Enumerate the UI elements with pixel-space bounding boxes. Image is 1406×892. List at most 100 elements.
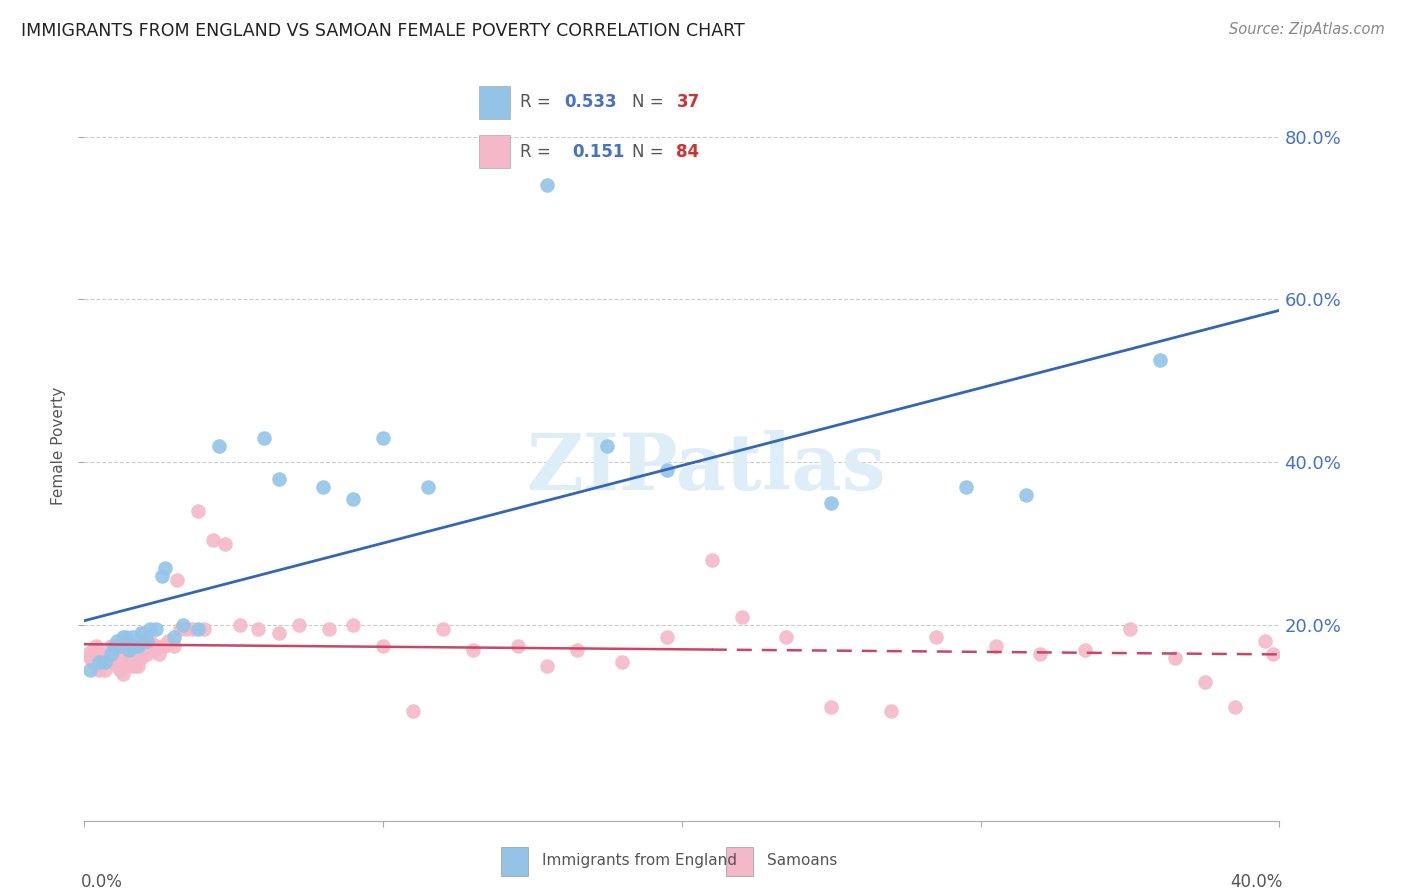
Point [342,618,364,632]
Point [79,663,101,677]
Point [172,618,194,632]
Point [373,639,395,653]
Point [115,655,138,669]
Point [97,655,120,669]
Point [318,622,340,636]
Point [129,650,152,665]
Point [955,480,977,494]
Point [655,631,678,645]
Point [139,634,162,648]
Point [655,463,678,477]
Point [121,647,143,661]
Text: N =: N = [633,143,669,161]
FancyBboxPatch shape [725,847,754,876]
Point [288,618,311,632]
Point [246,622,269,636]
Point [506,639,529,653]
Text: R =: R = [520,94,557,112]
Point [82,642,104,657]
Point [100,639,122,653]
Point [416,480,439,494]
Point [127,659,149,673]
Point [94,650,117,665]
Point [91,647,114,661]
Point [700,553,723,567]
Point [110,639,132,653]
Point [157,634,180,648]
Point [132,639,156,653]
Point [112,631,135,645]
Point [181,622,204,636]
Point [94,655,117,669]
Point [1194,675,1216,690]
Text: IMMIGRANTS FROM ENGLAND VS SAMOAN FEMALE POVERTY CORRELATION CHART: IMMIGRANTS FROM ENGLAND VS SAMOAN FEMALE… [21,22,745,40]
Point [193,622,215,636]
Point [536,659,558,673]
Point [105,634,128,648]
Point [253,431,276,445]
Point [105,659,128,673]
Point [163,631,186,645]
Point [110,655,132,669]
Point [97,647,120,661]
Point [121,659,143,673]
Point [89,663,111,677]
Point [82,655,104,669]
Point [373,431,395,445]
Point [1119,622,1142,636]
Point [136,634,159,648]
Point [76,647,98,661]
Point [1149,353,1171,368]
Point [89,655,111,669]
Point [139,622,162,636]
Point [118,642,141,657]
Point [432,622,454,636]
Point [145,639,167,653]
Text: ZIPatlas: ZIPatlas [526,431,886,507]
Point [112,655,135,669]
Point [1263,647,1285,661]
FancyBboxPatch shape [479,87,510,119]
Point [731,610,754,624]
Point [103,639,125,653]
Point [187,622,209,636]
Point [121,631,143,645]
Point [342,491,364,506]
Point [174,622,197,636]
Point [86,639,108,653]
Text: 84: 84 [676,143,700,161]
Point [312,480,335,494]
Point [1164,650,1187,665]
Y-axis label: Female Poverty: Female Poverty [51,387,66,505]
Point [100,647,122,661]
Point [461,642,484,657]
Point [142,642,165,657]
Point [1253,634,1275,648]
Point [115,631,138,645]
Point [110,663,132,677]
Point [124,639,146,653]
Point [880,704,903,718]
Point [1029,647,1052,661]
Point [153,561,176,575]
Point [129,626,152,640]
Point [187,504,209,518]
Point [984,639,1007,653]
Point [105,647,128,661]
Point [94,663,117,677]
Point [820,699,842,714]
Point [79,650,101,665]
Point [567,642,589,657]
Text: Source: ZipAtlas.com: Source: ZipAtlas.com [1229,22,1385,37]
Text: Immigrants from England: Immigrants from England [541,854,737,868]
Point [132,634,156,648]
Point [214,537,236,551]
Point [127,650,149,665]
Point [201,533,224,547]
Point [103,655,125,669]
Point [148,647,170,661]
Point [267,472,290,486]
Point [1074,642,1097,657]
FancyBboxPatch shape [479,136,510,168]
Point [118,655,141,669]
